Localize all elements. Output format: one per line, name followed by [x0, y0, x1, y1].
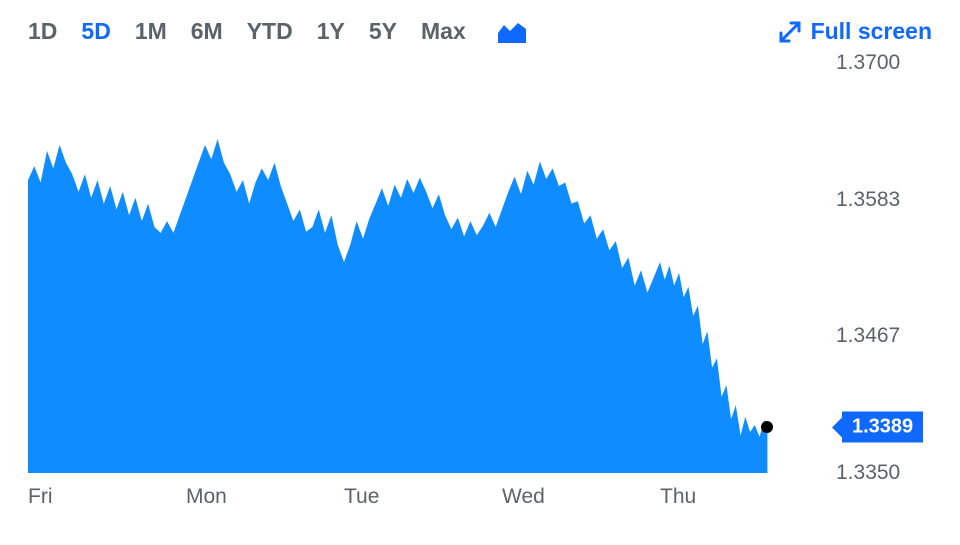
range-tab-6m[interactable]: 6M [191, 18, 223, 45]
chart-toolbar: 1D 5D 1M 6M YTD 1Y 5Y Max Full screen [0, 0, 960, 53]
expand-icon [779, 21, 801, 43]
last-price-dot [761, 421, 773, 433]
x-tick-label: Mon [186, 485, 227, 509]
range-tab-5y[interactable]: 5Y [369, 18, 397, 45]
range-tab-5d[interactable]: 5D [81, 18, 110, 45]
range-tab-1y[interactable]: 1Y [317, 18, 345, 45]
y-tick-label: 1.3350 [836, 461, 900, 485]
area-chart-icon[interactable] [498, 21, 526, 43]
range-tab-1m[interactable]: 1M [135, 18, 167, 45]
area-series [28, 139, 767, 473]
y-tick-label: 1.3700 [836, 51, 900, 75]
chart-canvas [0, 53, 960, 523]
range-tab-max[interactable]: Max [421, 18, 466, 45]
price-chart[interactable]: 1.3700 1.3583 1.3467 1.3350 Fri Mon Tue Wed Thu 1… [0, 53, 960, 523]
x-tick-label: Fri [28, 485, 53, 509]
x-tick-label: Wed [502, 485, 545, 509]
x-tick-label: Tue [344, 485, 379, 509]
range-tab-1d[interactable]: 1D [28, 18, 57, 45]
range-tabs: 1D 5D 1M 6M YTD 1Y 5Y Max [28, 18, 466, 45]
current-price-flag: 1.3389 [842, 412, 923, 443]
x-tick-label: Thu [660, 485, 696, 509]
range-tab-ytd[interactable]: YTD [247, 18, 293, 45]
y-tick-label: 1.3467 [836, 324, 900, 348]
fullscreen-label: Full screen [811, 18, 932, 45]
y-tick-label: 1.3583 [836, 188, 900, 212]
fullscreen-button[interactable]: Full screen [779, 18, 932, 45]
